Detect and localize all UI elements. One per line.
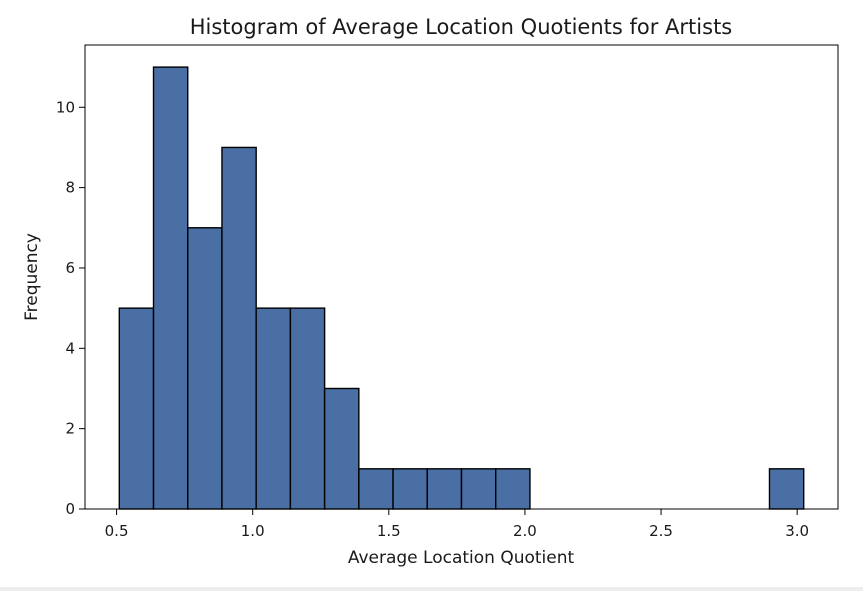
histogram-bar — [460, 468, 497, 510]
histogram-bars — [118, 66, 805, 510]
histogram-bar — [426, 468, 463, 510]
x-tick-label: 1.0 — [241, 522, 265, 540]
histogram-bar — [152, 66, 189, 510]
histogram-bar — [187, 227, 223, 510]
histogram-bar — [392, 468, 428, 510]
x-tick-label: 0.5 — [105, 522, 129, 540]
x-tick-label: 2.5 — [649, 522, 673, 540]
y-tick-label: 6 — [65, 259, 75, 277]
y-tick-label: 2 — [65, 420, 75, 438]
histogram-bar — [289, 307, 326, 510]
x-tick-label: 2.0 — [513, 522, 537, 540]
x-axis-ticks: 0.5 1.0 1.5 2.0 2.5 3.0 — [105, 509, 809, 540]
y-tick-label: 8 — [65, 179, 75, 197]
y-axis-label: Frequency — [22, 233, 42, 321]
histogram-bar — [495, 468, 531, 510]
plot-frame — [84, 44, 839, 510]
x-tick-label: 1.5 — [377, 522, 401, 540]
histogram-bar — [118, 307, 155, 510]
x-tick-label: 3.0 — [785, 522, 809, 540]
chart-title: Histogram of Average Location Quotients … — [190, 15, 733, 39]
y-tick-label: 10 — [56, 98, 75, 116]
histogram-bar — [358, 468, 394, 510]
y-tick-label: 4 — [65, 339, 75, 357]
x-axis-label: Average Location Quotient — [348, 548, 575, 568]
histogram-bar — [768, 468, 805, 510]
y-axis-ticks: 0 2 4 6 8 10 — [56, 98, 85, 518]
histogram-bar — [323, 387, 360, 510]
y-tick-label: 0 — [65, 500, 75, 518]
histogram-bar — [255, 307, 292, 510]
histogram-bar — [221, 146, 257, 510]
window-bottom-strip — [0, 587, 863, 591]
